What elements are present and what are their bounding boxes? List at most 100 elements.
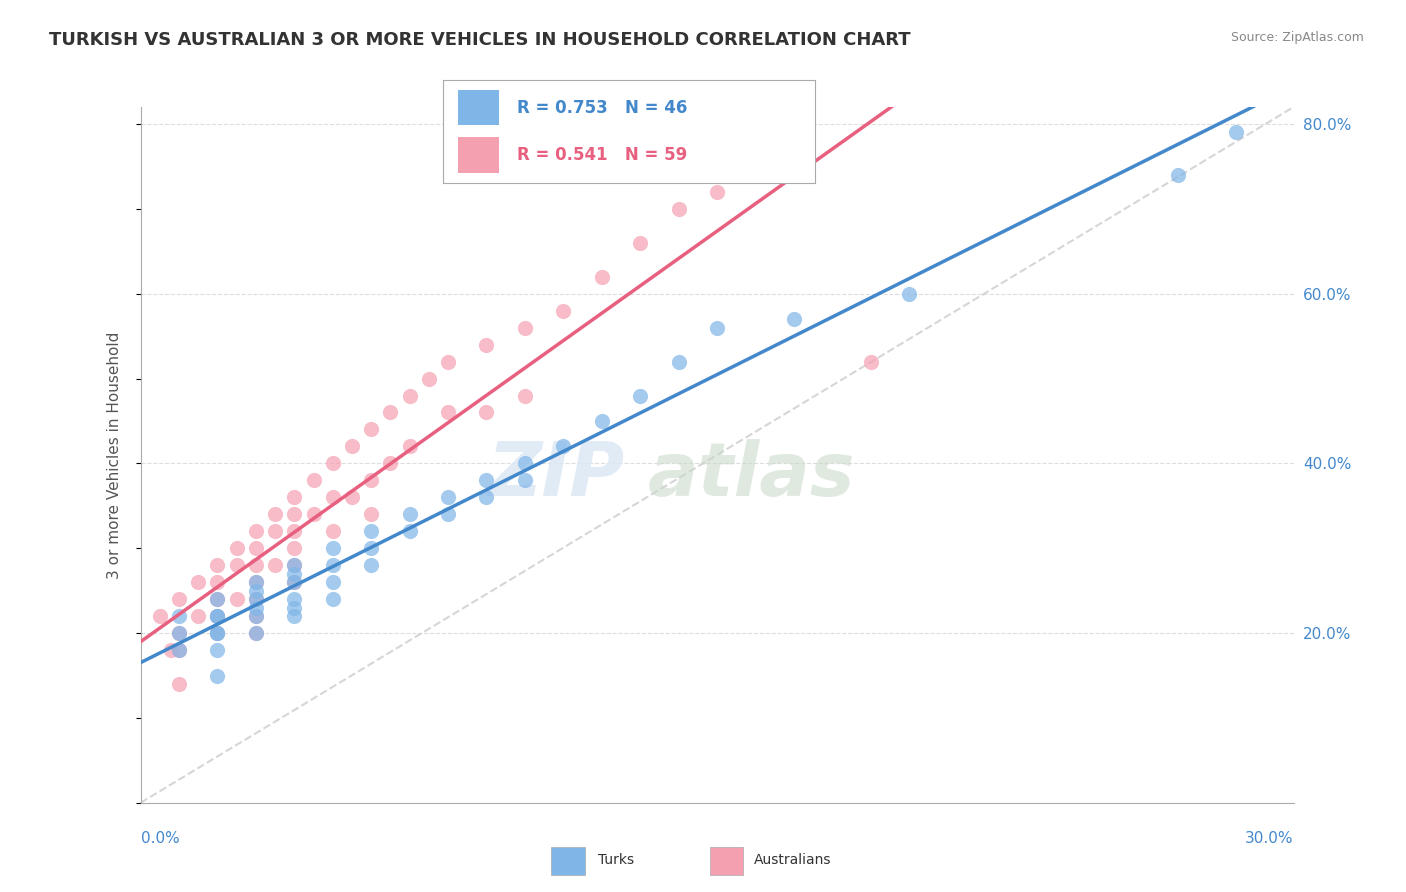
- Point: [207, 626, 229, 640]
- Point: [283, 609, 305, 624]
- Point: [553, 303, 575, 318]
- Point: [283, 508, 305, 522]
- Point: [207, 609, 229, 624]
- Point: [360, 558, 382, 573]
- Point: [591, 269, 613, 284]
- Point: [167, 643, 190, 657]
- Point: [207, 592, 229, 607]
- Text: Turks: Turks: [599, 853, 634, 867]
- Point: [149, 609, 172, 624]
- Text: Source: ZipAtlas.com: Source: ZipAtlas.com: [1230, 31, 1364, 45]
- Point: [859, 354, 882, 368]
- Bar: [458, 89, 499, 126]
- Point: [160, 643, 183, 657]
- Text: Australians: Australians: [754, 853, 831, 867]
- Point: [340, 439, 363, 453]
- Point: [167, 677, 190, 691]
- Text: atlas: atlas: [648, 439, 855, 512]
- Point: [225, 541, 247, 556]
- Point: [513, 388, 536, 402]
- Point: [360, 422, 382, 436]
- Point: [360, 508, 382, 522]
- Point: [898, 286, 921, 301]
- Point: [322, 457, 344, 471]
- Point: [283, 575, 305, 590]
- Point: [437, 354, 460, 368]
- Bar: [551, 847, 585, 875]
- Point: [245, 541, 267, 556]
- Point: [245, 600, 267, 615]
- Point: [245, 609, 267, 624]
- Point: [245, 592, 267, 607]
- Point: [187, 575, 209, 590]
- Point: [553, 439, 575, 453]
- Point: [1167, 168, 1189, 182]
- Point: [628, 235, 651, 250]
- Point: [245, 575, 267, 590]
- Point: [398, 439, 420, 453]
- Bar: [458, 136, 499, 173]
- Bar: [710, 847, 744, 875]
- Point: [245, 575, 267, 590]
- Point: [283, 541, 305, 556]
- Point: [207, 668, 229, 682]
- Point: [628, 388, 651, 402]
- Point: [513, 457, 536, 471]
- Point: [398, 524, 420, 539]
- Point: [245, 592, 267, 607]
- Point: [302, 474, 325, 488]
- Point: [245, 524, 267, 539]
- Point: [380, 457, 402, 471]
- Point: [167, 626, 190, 640]
- Point: [513, 474, 536, 488]
- Point: [167, 643, 190, 657]
- Point: [187, 609, 209, 624]
- Point: [380, 405, 402, 419]
- Point: [340, 491, 363, 505]
- Point: [283, 600, 305, 615]
- Point: [513, 320, 536, 334]
- Point: [322, 575, 344, 590]
- Point: [264, 558, 287, 573]
- Point: [475, 474, 498, 488]
- Point: [706, 320, 728, 334]
- Y-axis label: 3 or more Vehicles in Household: 3 or more Vehicles in Household: [107, 331, 122, 579]
- Point: [437, 405, 460, 419]
- Text: R = 0.753   N = 46: R = 0.753 N = 46: [517, 99, 688, 117]
- Point: [283, 558, 305, 573]
- Point: [322, 541, 344, 556]
- Point: [283, 566, 305, 581]
- Point: [398, 508, 420, 522]
- Point: [475, 337, 498, 351]
- Point: [225, 592, 247, 607]
- Text: 30.0%: 30.0%: [1246, 830, 1294, 846]
- Point: [207, 626, 229, 640]
- Point: [207, 592, 229, 607]
- Point: [264, 508, 287, 522]
- Point: [283, 592, 305, 607]
- Point: [245, 626, 267, 640]
- Point: [322, 491, 344, 505]
- Point: [322, 558, 344, 573]
- Point: [360, 541, 382, 556]
- Point: [245, 609, 267, 624]
- Point: [167, 609, 190, 624]
- Point: [437, 491, 460, 505]
- Text: TURKISH VS AUSTRALIAN 3 OR MORE VEHICLES IN HOUSEHOLD CORRELATION CHART: TURKISH VS AUSTRALIAN 3 OR MORE VEHICLES…: [49, 31, 911, 49]
- Point: [322, 524, 344, 539]
- Point: [302, 508, 325, 522]
- Point: [207, 609, 229, 624]
- Point: [668, 354, 690, 368]
- Point: [207, 558, 229, 573]
- Point: [437, 508, 460, 522]
- Point: [706, 185, 728, 199]
- Point: [475, 405, 498, 419]
- Point: [245, 558, 267, 573]
- Point: [167, 626, 190, 640]
- Point: [283, 491, 305, 505]
- Point: [207, 643, 229, 657]
- Point: [418, 371, 440, 385]
- Point: [783, 312, 806, 326]
- Point: [591, 414, 613, 428]
- Point: [207, 626, 229, 640]
